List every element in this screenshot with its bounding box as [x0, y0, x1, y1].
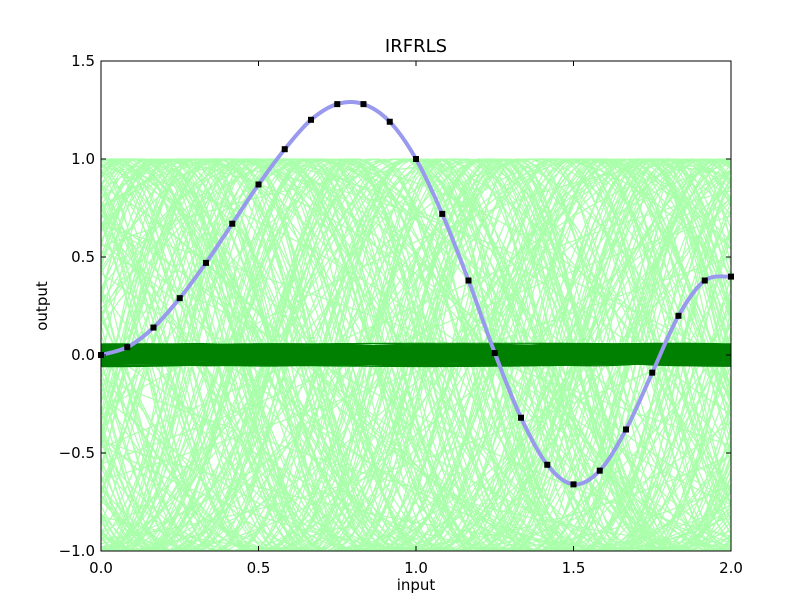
sample-point [675, 312, 682, 319]
random-feature-curve [101, 158, 731, 551]
random-feature-curve [101, 158, 731, 551]
random-feature-curve [101, 158, 731, 551]
sample-point [623, 426, 630, 433]
weighted-feature-curves [101, 342, 731, 368]
y-axis-ticks: −1.0 −0.5 0.0 0.5 1.0 1.5 [59, 52, 731, 560]
x-tick-label: 0.0 [89, 559, 113, 577]
random-feature-curve [101, 169, 731, 551]
random-feature-curve [101, 158, 731, 551]
sample-points [98, 101, 734, 488]
sample-point [439, 210, 446, 217]
sample-point [308, 116, 315, 123]
weighted-feature-curve [101, 351, 731, 359]
random-feature-curves [101, 158, 731, 551]
random-feature-curve [101, 158, 731, 551]
sample-point [334, 101, 341, 108]
y-axis-label: output [33, 281, 51, 331]
random-feature-curve [101, 225, 731, 447]
y-tick-label: −0.5 [59, 444, 95, 462]
y-tick-label: 1.0 [71, 150, 95, 168]
y-tick-label: −1.0 [59, 542, 95, 560]
sample-point [255, 181, 262, 188]
sample-point [360, 101, 367, 108]
x-tick-label: 1.5 [562, 559, 586, 577]
weighted-feature-curve [101, 352, 731, 358]
sample-point [465, 277, 472, 284]
sample-point [544, 461, 551, 468]
random-feature-curve [101, 158, 731, 551]
sample-point [281, 146, 288, 153]
y-tick-label: 0.5 [71, 248, 95, 266]
random-feature-curve [101, 185, 731, 551]
sample-point [124, 344, 131, 351]
y-tick-label: 0.0 [71, 346, 95, 364]
sample-point [176, 295, 183, 302]
random-feature-curve [101, 378, 731, 548]
random-feature-curve [101, 158, 731, 247]
random-feature-curve [101, 158, 731, 551]
random-feature-curve [101, 158, 731, 551]
random-feature-curve [101, 158, 731, 551]
sample-point [202, 259, 209, 266]
sample-point [701, 277, 708, 284]
sample-point [649, 369, 656, 376]
chart-title: IRFRLS [385, 36, 447, 57]
x-axis-ticks: 0.0 0.5 1.0 1.5 2.0 [89, 61, 743, 577]
random-feature-curve [101, 158, 731, 551]
random-feature-curve [101, 158, 731, 551]
random-feature-curve [101, 158, 731, 551]
sample-point [386, 118, 393, 125]
random-feature-curve [101, 158, 731, 551]
sample-point [491, 350, 498, 357]
x-tick-label: 0.5 [247, 559, 271, 577]
weighted-feature-curve [101, 353, 731, 357]
sample-point [150, 324, 157, 331]
random-feature-curve [101, 190, 731, 449]
sample-point [570, 481, 577, 488]
random-feature-curve [101, 158, 731, 551]
random-feature-curve [101, 158, 731, 362]
random-feature-curve [101, 158, 731, 551]
y-tick-label: 1.5 [71, 52, 95, 70]
random-feature-curve [101, 338, 731, 541]
random-feature-curve [101, 158, 731, 551]
x-axis-label: input [397, 576, 436, 594]
random-feature-curve [101, 158, 731, 551]
sample-point [596, 467, 603, 474]
random-feature-curve [101, 166, 731, 506]
x-tick-label: 1.0 [404, 559, 428, 577]
random-feature-curve [101, 158, 731, 551]
sample-point [517, 414, 524, 421]
random-feature-curve [101, 158, 731, 551]
sample-point [229, 220, 236, 227]
x-tick-label: 2.0 [719, 559, 743, 577]
random-feature-curve [101, 158, 731, 551]
weighted-feature-curve [101, 346, 731, 363]
random-feature-curve [101, 158, 731, 551]
sample-point [413, 156, 419, 162]
